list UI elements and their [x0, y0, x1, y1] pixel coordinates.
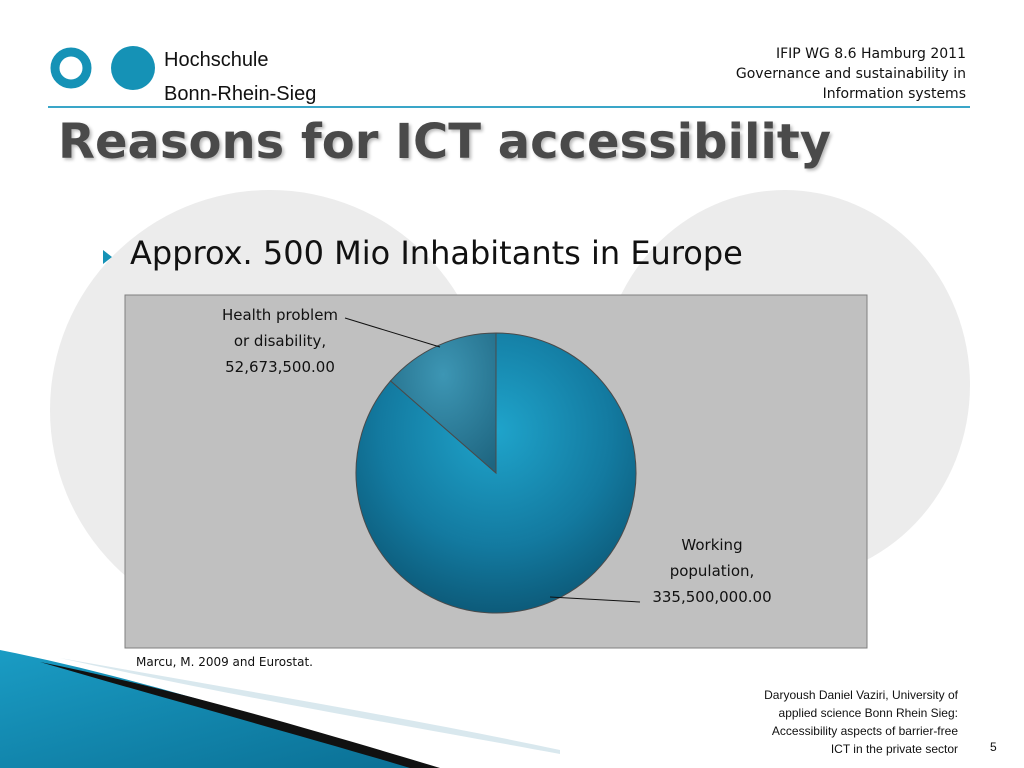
footer-author-line: applied science Bonn Rhein Sieg: [778, 706, 958, 720]
leader-line-working-population [549, 596, 641, 603]
bullet-text: Approx. 500 Mio Inhabitants in Europe [130, 234, 743, 272]
leader-line-health-disability [344, 317, 441, 348]
pie-slice-health-disability [389, 332, 497, 475]
conference-line3: Information systems [822, 86, 966, 102]
page-title: Reasons for ICT accessibility [58, 114, 832, 170]
slide-number: 5 [990, 740, 997, 754]
data-label-health-disability: Health problem [222, 306, 338, 324]
data-label-health-disability: or disability, [234, 332, 326, 350]
hochschule-logo-icon [50, 46, 155, 90]
bullet-arrow-icon [103, 250, 112, 264]
footer-author-line: Daryoush Daniel Vaziri, University of [764, 688, 958, 702]
data-label-working-population: 335,500,000.00 [652, 588, 771, 606]
source-note: Marcu, M. 2009 and Eurostat. [136, 655, 313, 669]
conference-line2: Governance and sustainability in [735, 66, 966, 82]
header-rule [48, 106, 970, 108]
footer-author-line: ICT in the private sector [830, 742, 958, 756]
data-label-working-population: population, [670, 562, 755, 580]
footer-author: Daryoush Daniel Vaziri, University of ap… [764, 686, 958, 758]
logo-text-line1: Hochschule [164, 49, 269, 71]
logo-text-line2: Bonn-Rhein-Sieg [164, 83, 317, 105]
footer-author-line: Accessibility aspects of barrier-free [771, 724, 958, 738]
conference-line1: IFIP WG 8.6 Hamburg 2011 [775, 46, 966, 62]
data-label-working-population: Working [681, 536, 742, 554]
data-label-health-disability: 52,673,500.00 [225, 358, 335, 376]
